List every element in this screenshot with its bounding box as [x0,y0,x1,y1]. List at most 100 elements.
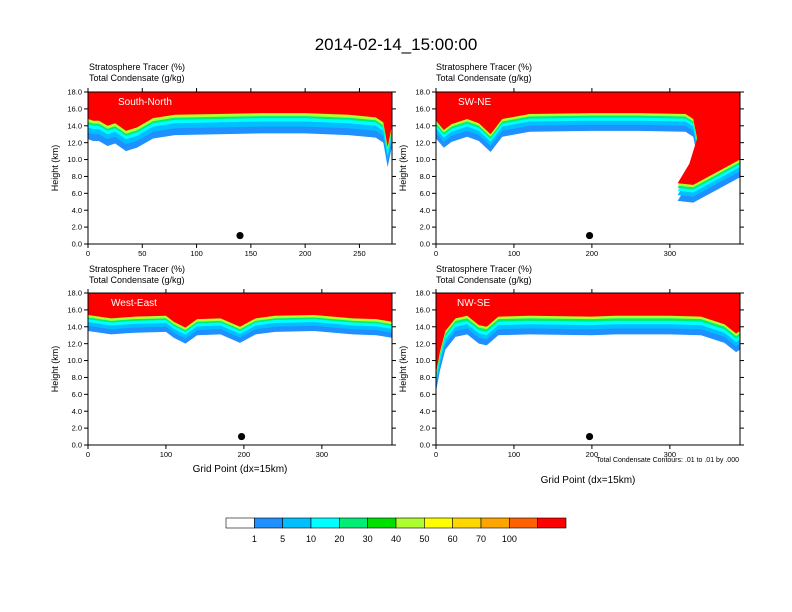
plot-area: 0.0 2.0 4.0 6.0 8.0 10.0 12.0 14.0 16.0 18.0 0 100 2… [415,88,744,258]
y-tick-label: 14.0 [67,322,82,331]
y-tick-label: 12.0 [67,339,82,348]
y-tick-label: 2.0 [72,424,82,433]
y-tick-label: 4.0 [420,206,430,215]
y-tick-label: 14.0 [415,121,430,130]
y-tick-label: 4.0 [72,407,82,416]
x-axis-label: Grid Point (dx=15km) [541,475,636,486]
panel-header-condensate: Total Condensate (g/kg) [436,275,532,285]
colorbar-box [452,517,482,529]
colorbar-label: 100 [502,534,517,544]
colorbar-label: 70 [476,534,486,544]
x-tick-label: 0 [86,450,90,459]
axes: 0.0 2.0 4.0 6.0 8.0 10.0 12.0 14.0 16.0 18.0 0 100 2… [415,88,744,258]
y-tick-label: 18.0 [67,289,82,298]
y-tick-label: 6.0 [72,189,82,198]
panel-header-condensate: Total Condensate (g/kg) [89,73,185,83]
x-tick-label: 300 [664,249,677,258]
axes: 0.0 2.0 4.0 6.0 8.0 10.0 12.0 14.0 16.0 18.0 0 100 2… [67,289,396,459]
y-tick-label: 8.0 [420,172,430,181]
panel-header-condensate: Total Condensate (g/kg) [89,275,185,285]
panel-south-north: Stratosphere Tracer (%) Total Condensate… [50,62,396,258]
panel-header-tracer: Stratosphere Tracer (%) [436,264,532,274]
colorbar-box [254,517,283,529]
y-tick-label: 16.0 [415,104,430,113]
y-axis-label: Height (km) [398,346,408,393]
y-tick-label: 6.0 [72,390,82,399]
y-tick-label: 12.0 [67,138,82,147]
x-tick-label: 200 [586,450,599,459]
colorbar-box [367,517,397,529]
y-tick-label: 10.0 [415,155,430,164]
colorbar-box [282,517,312,529]
x-tick-label: 300 [664,450,677,459]
colorbar: 1 5 10 20 30 40 50 60 70 100 [225,517,567,544]
y-tick-label: 18.0 [415,88,430,97]
colorbar-box [225,517,255,529]
panel-nw-se: Stratosphere Tracer (%) Total Condensate… [398,264,744,486]
x-tick-label: 100 [160,450,173,459]
y-tick-label: 2.0 [420,223,430,232]
y-tick-label: 12.0 [415,339,430,348]
y-tick-label: 18.0 [415,289,430,298]
y-tick-label: 10.0 [67,356,82,365]
x-axis-label: Grid Point (dx=15km) [193,464,288,475]
y-tick-label: 8.0 [72,172,82,181]
x-tick-label: 0 [434,450,438,459]
plot-frame [435,91,741,245]
stratospheric-tracer-core [88,92,392,147]
cross-section-label: NW-SE [457,298,490,309]
y-tick-label: 8.0 [420,373,430,382]
cross-section-label: West-East [111,298,157,309]
panel-header-tracer: Stratosphere Tracer (%) [436,62,532,72]
x-tick-label: 0 [86,249,90,258]
location-marker [236,231,244,240]
panel-header-tracer: Stratosphere Tracer (%) [89,62,185,72]
colorbar-box [339,517,368,529]
y-tick-label: 10.0 [415,356,430,365]
colorbar-box [509,517,538,529]
contour-note: Total Condensate Contours: .01 to .01 by… [596,457,739,464]
y-tick-label: 14.0 [415,322,430,331]
colorbar-box [424,517,453,529]
y-tick-label: 0.0 [72,441,82,450]
plot-area: 0.0 2.0 4.0 6.0 8.0 10.0 12.0 14.0 16.0 18.0 0 50 10… [67,88,396,258]
figure-title: 2014-02-14_15:00:00 [315,35,478,54]
y-tick-label: 0.0 [420,441,430,450]
stratospheric-tracer-core [436,92,740,185]
plot-frame [87,292,393,446]
cross-section-label: South-North [118,97,172,108]
y-tick-label: 12.0 [415,138,430,147]
location-marker [585,432,594,441]
y-tick-label: 0.0 [420,240,430,249]
plot-frame [87,91,393,245]
y-tick-label: 16.0 [67,104,82,113]
panel-sw-ne: Stratosphere Tracer (%) Total Condensate… [398,62,744,258]
y-tick-label: 14.0 [67,121,82,130]
y-axis-label: Height (km) [50,145,60,192]
plot-area: 0.0 2.0 4.0 6.0 8.0 10.0 12.0 14.0 16.0 18.0 0 100 2… [415,289,744,459]
colorbar-box [395,517,425,529]
x-tick-label: 100 [508,249,521,258]
colorbar-box [480,517,510,529]
location-marker [585,231,594,240]
x-tick-label: 100 [190,249,203,258]
y-tick-label: 4.0 [420,407,430,416]
plot-area: 0.0 2.0 4.0 6.0 8.0 10.0 12.0 14.0 16.0 18.0 0 100 2… [67,289,396,459]
x-tick-label: 200 [586,249,599,258]
colorbar-label: 30 [363,534,373,544]
y-tick-label: 18.0 [67,88,82,97]
y-tick-label: 6.0 [420,189,430,198]
x-tick-label: 200 [238,450,251,459]
y-tick-label: 6.0 [420,390,430,399]
y-axis-label: Height (km) [50,346,60,393]
plot-frame [435,292,741,446]
y-tick-label: 2.0 [420,424,430,433]
colorbar-label: 50 [419,534,429,544]
axes: 0.0 2.0 4.0 6.0 8.0 10.0 12.0 14.0 16.0 18.0 0 100 2… [415,289,744,459]
stratospheric-tracer-core [436,293,740,374]
x-tick-label: 100 [508,450,521,459]
x-tick-label: 50 [138,249,146,258]
x-tick-label: 250 [353,249,366,258]
colorbar-box [537,517,567,529]
